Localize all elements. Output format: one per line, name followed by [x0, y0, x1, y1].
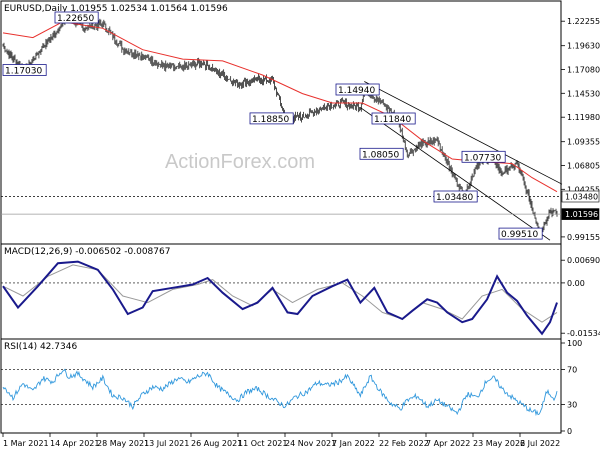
current-price-box	[561, 208, 600, 220]
channel-line	[364, 81, 563, 185]
level-label-box	[2, 64, 47, 76]
macd-tick-label: -0.015348	[567, 329, 600, 338]
price-tick-label: 1.17080	[567, 66, 600, 75]
level-label-box	[498, 227, 543, 240]
rsi-panel-frame	[0, 338, 562, 434]
price-tick-label: 1.19630	[567, 42, 600, 51]
x-tick-label: 28 May 2021	[97, 439, 149, 448]
macd-layer	[1, 260, 561, 336]
rsi-tick-label: 70	[567, 365, 577, 374]
level-label: 1.22650	[57, 14, 94, 24]
axis-layer: 1.22255 1.19630 1.17080 1.14530 1.11980 1.093…	[2, 17, 600, 448]
rsi-tick-label: 100	[567, 339, 582, 348]
chart-title: EURUSD,Daily 1.01955 1.02534 1.01564 1.0…	[4, 4, 228, 14]
macd-line	[2, 260, 558, 336]
price-tick-label: 1.22255	[567, 17, 600, 26]
level-label-box	[335, 83, 380, 96]
level-label: 1.11840	[374, 115, 411, 125]
channel-line	[360, 107, 551, 241]
current-price-label: 1.01596	[565, 210, 598, 219]
marker-price-label: 1.03480	[565, 193, 598, 202]
level-label: 0.99510	[501, 230, 538, 240]
price-tick-label: 1.04255	[567, 185, 600, 194]
x-tick-label: 7 Jan 2022	[332, 439, 375, 448]
level-label: 1.03480	[436, 193, 473, 203]
watermark: ActionForex.com	[165, 151, 315, 173]
macd-signal-line	[2, 264, 558, 323]
rsi-tick-label: 30	[567, 401, 577, 410]
rsi-label: RSI(14) 42.7346	[4, 342, 77, 352]
price-layer: 1.22650 1.17030 1.18850 1.14940 1.11840 1.080…	[1, 11, 563, 241]
level-label: 1.18850	[252, 115, 289, 125]
level-label: 1.07730	[464, 153, 501, 163]
x-tick-label: 11 Oct 2021	[238, 439, 287, 448]
rsi-line	[2, 368, 558, 417]
level-label: 1.08050	[362, 150, 399, 160]
price-tick-label: 1.06805	[567, 162, 600, 171]
level-label: 1.17030	[5, 67, 42, 77]
macd-tick-label: 0.00	[567, 279, 585, 288]
price-tick-label: 1.14530	[567, 89, 600, 98]
level-label-box	[371, 112, 416, 125]
x-tick-label: 26 Aug 2021	[191, 439, 242, 448]
x-tick-label: 1 Mar 2021	[3, 439, 49, 448]
rsi-layer	[1, 368, 561, 417]
price-tick-label: 1.09355	[567, 138, 600, 147]
price-tick-label: 0.99155	[567, 233, 600, 242]
level-label-box	[461, 150, 506, 163]
macd-label: MACD(12,26,9) -0.006502 -0.008767	[4, 247, 170, 257]
x-tick-label: 22 Feb 2022	[379, 439, 429, 448]
level-label-box	[54, 11, 99, 24]
x-tick-label: 14 Apr 2021	[50, 439, 99, 448]
level-label: 1.14940	[338, 86, 375, 96]
x-tick-label: 6 Jul 2022	[520, 439, 560, 448]
price-tick-label: 1.11980	[567, 113, 600, 122]
level-label-box	[249, 112, 294, 125]
x-tick-label: 13 Jul 2021	[144, 439, 189, 448]
x-tick-label: 24 Nov 2021	[285, 439, 336, 448]
x-tick-label: 23 May 2022	[473, 439, 525, 448]
macd-tick-label: 0.006905	[567, 256, 600, 265]
level-label-box	[359, 147, 404, 160]
level-label-box	[433, 190, 478, 203]
rsi-tick-label: 0	[567, 427, 572, 436]
x-tick-label: 7 Apr 2022	[426, 439, 470, 448]
marker-price-box	[561, 190, 600, 203]
